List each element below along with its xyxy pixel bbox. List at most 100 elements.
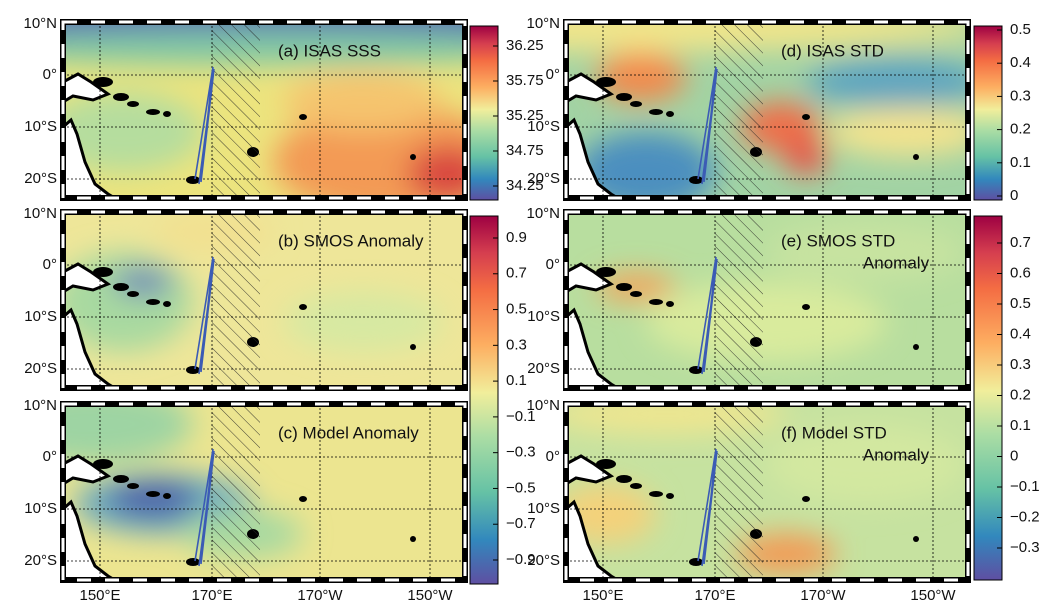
lon-label: 150°W bbox=[910, 587, 956, 604]
island bbox=[113, 93, 129, 101]
colorbar-label: 0.4 bbox=[1010, 54, 1031, 71]
colorbar-label: 0.2 bbox=[1010, 121, 1031, 138]
colorbar-label: 0.1 bbox=[1010, 154, 1031, 171]
field-blob bbox=[596, 273, 676, 301]
lat-label: 10°S bbox=[24, 500, 57, 517]
lat-label: 0° bbox=[546, 448, 560, 465]
lat-label: 10°S bbox=[527, 308, 560, 325]
map-field bbox=[63, 404, 465, 580]
colorbar-label: 0 bbox=[1010, 447, 1018, 464]
lon-label: 150°W bbox=[407, 587, 453, 604]
lat-label: 0° bbox=[43, 66, 57, 83]
colorbar-label: 0.9 bbox=[506, 229, 527, 246]
field-blob bbox=[646, 282, 886, 362]
island bbox=[186, 366, 200, 374]
colorbar-label: −0.1 bbox=[1010, 478, 1040, 495]
island bbox=[127, 483, 139, 489]
colorbar bbox=[973, 215, 1003, 581]
lat-label: 20°S bbox=[24, 360, 57, 377]
lat-label: 20°S bbox=[24, 552, 57, 569]
island bbox=[596, 77, 616, 87]
hatch-region bbox=[212, 22, 260, 198]
field-blob bbox=[108, 481, 198, 517]
island bbox=[689, 366, 703, 374]
lat-label: 20°S bbox=[527, 170, 560, 187]
island bbox=[630, 291, 642, 297]
island bbox=[163, 493, 171, 499]
island bbox=[630, 483, 642, 489]
colorbar-label: 0.3 bbox=[1010, 87, 1031, 104]
panel-label: Anomaly bbox=[863, 445, 930, 464]
frame-dash bbox=[564, 20, 970, 200]
field-blob bbox=[283, 292, 443, 352]
island bbox=[802, 496, 810, 502]
island bbox=[616, 93, 632, 101]
field-blob bbox=[63, 404, 193, 464]
lat-label: 10°S bbox=[527, 118, 560, 135]
island bbox=[410, 536, 416, 542]
panel-label: (f) Model STD bbox=[781, 423, 887, 442]
colorbar-label: 0.7 bbox=[1010, 234, 1031, 251]
lat-label: 10°N bbox=[526, 15, 560, 32]
colorbar bbox=[973, 25, 1003, 201]
island bbox=[630, 101, 642, 107]
island bbox=[616, 283, 632, 291]
colorbar-label: 0.5 bbox=[1010, 21, 1031, 38]
island bbox=[146, 299, 160, 305]
island bbox=[596, 459, 616, 469]
lon-label: 170°W bbox=[800, 587, 846, 604]
island bbox=[802, 304, 810, 310]
colorbar-label: 34.75 bbox=[506, 142, 544, 159]
ship-track bbox=[697, 256, 718, 375]
lat-label: 10°N bbox=[23, 397, 57, 414]
island bbox=[146, 109, 160, 115]
lat-label: 0° bbox=[546, 66, 560, 83]
colorbar-label: −0.1 bbox=[506, 408, 536, 425]
lat-label: 0° bbox=[43, 448, 57, 465]
colorbar-label: 35.75 bbox=[506, 72, 544, 89]
lon-label: 150°E bbox=[79, 587, 120, 604]
island bbox=[666, 111, 674, 117]
frame-dash bbox=[564, 402, 970, 582]
island bbox=[146, 491, 160, 497]
map-panel: (b) SMOS Anomaly bbox=[60, 209, 468, 391]
island bbox=[186, 176, 200, 184]
island bbox=[666, 301, 674, 307]
island bbox=[410, 344, 416, 350]
island bbox=[616, 475, 632, 483]
land bbox=[63, 499, 118, 580]
colorbar-label: 0.2 bbox=[1010, 386, 1031, 403]
island bbox=[666, 493, 674, 499]
ship-track bbox=[697, 66, 718, 185]
island bbox=[689, 176, 703, 184]
colorbar bbox=[469, 25, 499, 201]
island bbox=[689, 558, 703, 566]
colorbar-label: 0.5 bbox=[506, 301, 527, 318]
colorbar-label: −0.2 bbox=[1010, 508, 1040, 525]
island bbox=[802, 114, 810, 120]
field-blob bbox=[566, 484, 656, 544]
colorbar bbox=[469, 215, 499, 585]
field-blob bbox=[113, 268, 173, 296]
lat-label: 20°S bbox=[24, 170, 57, 187]
colorbar-label: −0.9 bbox=[506, 551, 536, 568]
frame-dash bbox=[61, 20, 467, 200]
map-field bbox=[566, 404, 968, 580]
frame-dash bbox=[564, 210, 970, 390]
land bbox=[566, 307, 621, 388]
land bbox=[63, 117, 118, 198]
colorbar-label: 0 bbox=[1010, 187, 1018, 204]
colorbar-label: −0.3 bbox=[506, 444, 536, 461]
hatch-region bbox=[212, 404, 260, 580]
colorbar-label: 0.3 bbox=[1010, 356, 1031, 373]
lat-label: 10°N bbox=[526, 205, 560, 222]
hatch-region bbox=[715, 22, 763, 198]
colorbar-label: 0.5 bbox=[1010, 295, 1031, 312]
ship-track bbox=[194, 256, 215, 375]
lat-label: 20°S bbox=[527, 360, 560, 377]
field-blob bbox=[63, 29, 465, 65]
land bbox=[63, 307, 118, 388]
panel-label: Anomaly bbox=[863, 253, 930, 272]
colorbar-label: −0.5 bbox=[506, 479, 536, 496]
